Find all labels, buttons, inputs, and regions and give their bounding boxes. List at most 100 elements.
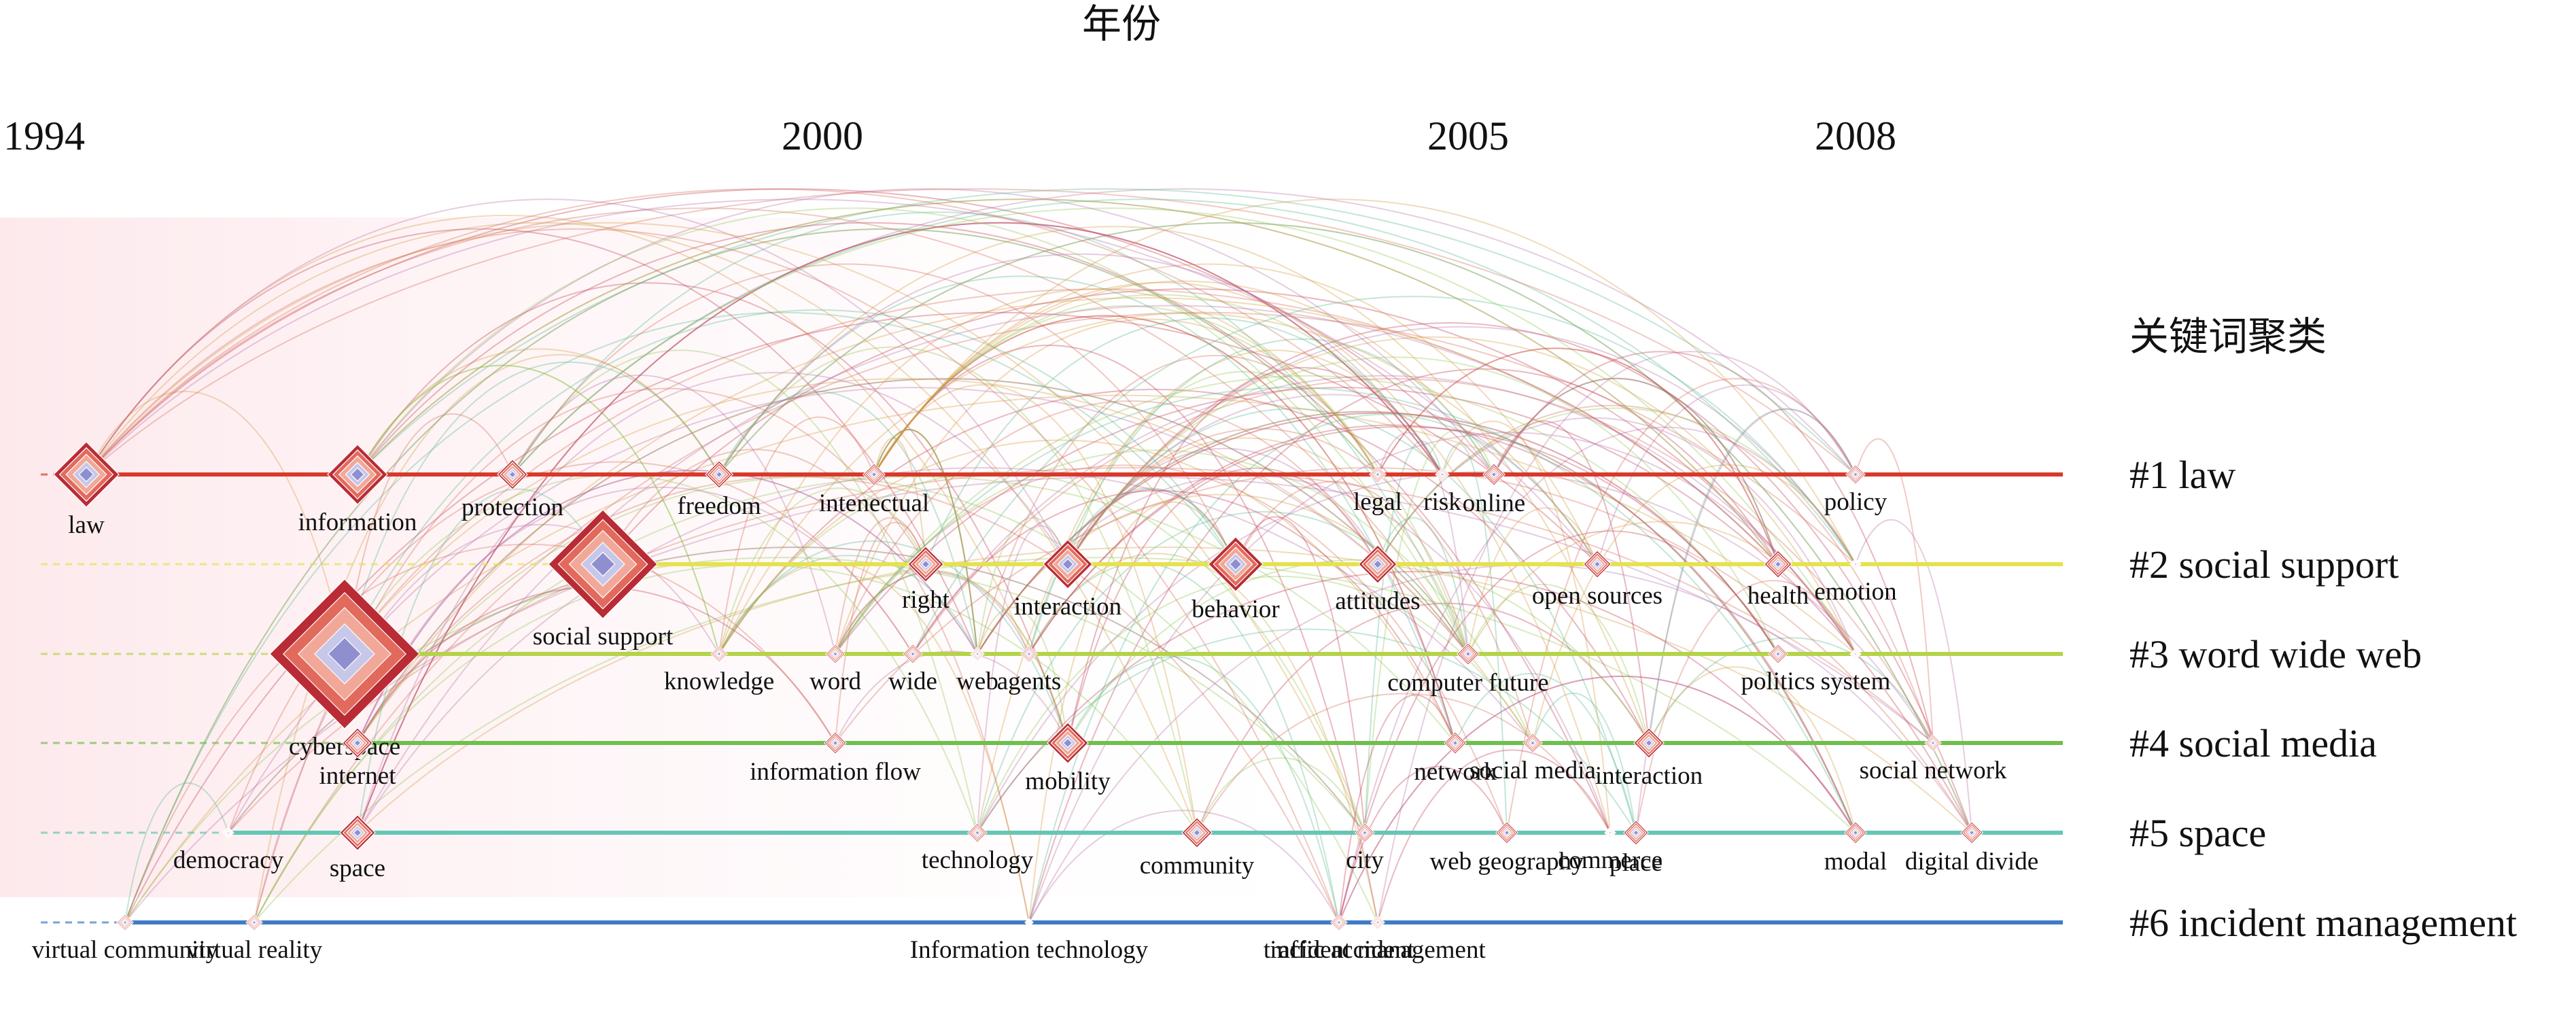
keyword-node[interactable]: internet	[319, 727, 396, 790]
citation-arc	[835, 449, 1533, 744]
keyword-node[interactable]: right	[902, 546, 950, 614]
keyword-node[interactable]: legal	[1353, 466, 1402, 516]
citation-arc	[1467, 507, 1598, 655]
citation-arc	[1532, 692, 1637, 833]
keyword-node[interactable]: technology	[922, 823, 1034, 874]
keyword-label: incident management	[1270, 936, 1486, 964]
citation-arc	[718, 416, 875, 655]
keyword-node[interactable]: virtual community	[32, 914, 219, 964]
keyword-node[interactable]: knowledge	[664, 645, 774, 695]
keyword-node[interactable]: interaction	[1014, 539, 1121, 621]
keyword-node[interactable]: risk	[1423, 467, 1461, 516]
keyword-node[interactable]: emotion	[1814, 558, 1897, 606]
keyword-node[interactable]: politics	[1741, 644, 1815, 695]
keyword-node[interactable]: information	[298, 444, 417, 536]
keyword-node[interactable]: commerce	[1558, 827, 1663, 874]
keyword-node[interactable]: attitudes	[1335, 544, 1421, 615]
citation-arc	[1067, 366, 1443, 744]
citation-arc	[873, 429, 978, 655]
year-label-1994: 1994	[3, 114, 85, 158]
citation-arc	[357, 364, 720, 655]
citation-arc	[1467, 521, 1856, 655]
keyword-label: protection	[462, 494, 563, 521]
keyword-node[interactable]: computer future	[1387, 642, 1549, 697]
citation-arc	[124, 543, 836, 923]
citation-arc	[86, 228, 1340, 923]
citation-arc	[86, 188, 1856, 475]
keyword-node[interactable]: traffic accident	[1264, 914, 1415, 964]
citation-arc	[512, 188, 1856, 475]
citation-arc	[835, 651, 1068, 744]
cluster-label-3: #3 word wide web	[2129, 632, 2422, 676]
citation-arc	[1028, 424, 1856, 833]
citation-arc	[718, 555, 978, 655]
keyword-node[interactable]: wide	[888, 644, 937, 695]
citation-arc	[86, 188, 1443, 475]
keyword-node[interactable]: freedom	[677, 460, 761, 520]
keyword-node[interactable]: social support	[533, 509, 674, 651]
keyword-node[interactable]: place	[1609, 820, 1663, 877]
keyword-node[interactable]: digital divide	[1905, 821, 2038, 876]
keyword-node[interactable]: social network	[1860, 734, 2007, 784]
keyword-label: traffic accident	[1264, 936, 1415, 964]
keyword-node[interactable]: open sources	[1532, 550, 1663, 610]
citation-arc	[254, 311, 1856, 923]
keyword-label: democracy	[173, 846, 284, 874]
keyword-node[interactable]: health	[1747, 550, 1809, 610]
keyword-node[interactable]: democracy	[173, 827, 284, 874]
keyword-label: commerce	[1558, 846, 1663, 874]
legend-title: 关键词聚类	[2129, 315, 2327, 359]
keyword-diamond	[1440, 472, 1445, 477]
keyword-node[interactable]: law	[53, 441, 120, 539]
keyword-node[interactable]: behavior	[1191, 536, 1280, 623]
citation-arc	[86, 215, 1030, 655]
keyword-node[interactable]: system	[1821, 648, 1891, 695]
keyword-node[interactable]: online	[1463, 463, 1525, 517]
keyword-node[interactable]: web geography	[1429, 821, 1584, 876]
keyword-label: community	[1140, 852, 1255, 880]
citation-arc	[977, 517, 1068, 655]
keyword-label: web geography	[1429, 848, 1584, 876]
keyword-node[interactable]: incident management	[1270, 915, 1486, 964]
keyword-node[interactable]: protection	[462, 459, 563, 521]
citation-arc	[912, 378, 1934, 744]
keyword-node[interactable]: cyberspace	[269, 578, 420, 761]
cluster-timelines	[41, 472, 2063, 924]
keyword-label: freedom	[677, 492, 761, 520]
citation-arc	[357, 297, 1779, 744]
keyword-node[interactable]: mobility	[1025, 722, 1111, 795]
citation-arc	[1067, 336, 1856, 655]
citation-arc	[873, 280, 1495, 475]
keyword-node[interactable]: modal	[1824, 821, 1887, 876]
citation-arc	[228, 387, 1469, 833]
citation-arc	[86, 222, 1198, 833]
citation-arc	[1442, 420, 1611, 833]
keyword-node[interactable]: interaction	[1595, 727, 1703, 790]
keyword-node[interactable]: information flow	[750, 731, 921, 786]
keyword-label: social media	[1469, 757, 1596, 784]
keyword-node[interactable]: social media	[1469, 733, 1596, 784]
keyword-node[interactable]: word	[810, 644, 862, 695]
citation-arc	[835, 517, 926, 655]
citation-arc	[1455, 673, 1637, 833]
citation-arc	[1028, 432, 1856, 923]
background-tint	[0, 218, 1427, 897]
keyword-node[interactable]: intenectual	[819, 463, 929, 517]
keyword-node[interactable]: city	[1346, 823, 1384, 874]
keyword-node[interactable]: space	[330, 814, 385, 882]
keyword-node[interactable]: Information technology	[910, 918, 1149, 964]
citation-arc	[86, 198, 1068, 565]
keyword-node[interactable]: policy	[1824, 464, 1887, 516]
keyword-node[interactable]: community	[1140, 817, 1255, 880]
citation-arc	[1067, 559, 1650, 744]
keyword-node[interactable]: agents	[997, 645, 1062, 695]
keyword-node[interactable]: network	[1414, 731, 1497, 786]
keyword-node[interactable]: web	[956, 646, 998, 695]
citation-arc	[1648, 408, 1856, 744]
keyword-label: information flow	[750, 758, 921, 786]
keyword-node[interactable]: virtual reality	[186, 914, 323, 964]
keyword-label: attitudes	[1335, 587, 1420, 615]
citation-arc	[344, 309, 1236, 655]
keyword-diamond	[1491, 471, 1497, 478]
